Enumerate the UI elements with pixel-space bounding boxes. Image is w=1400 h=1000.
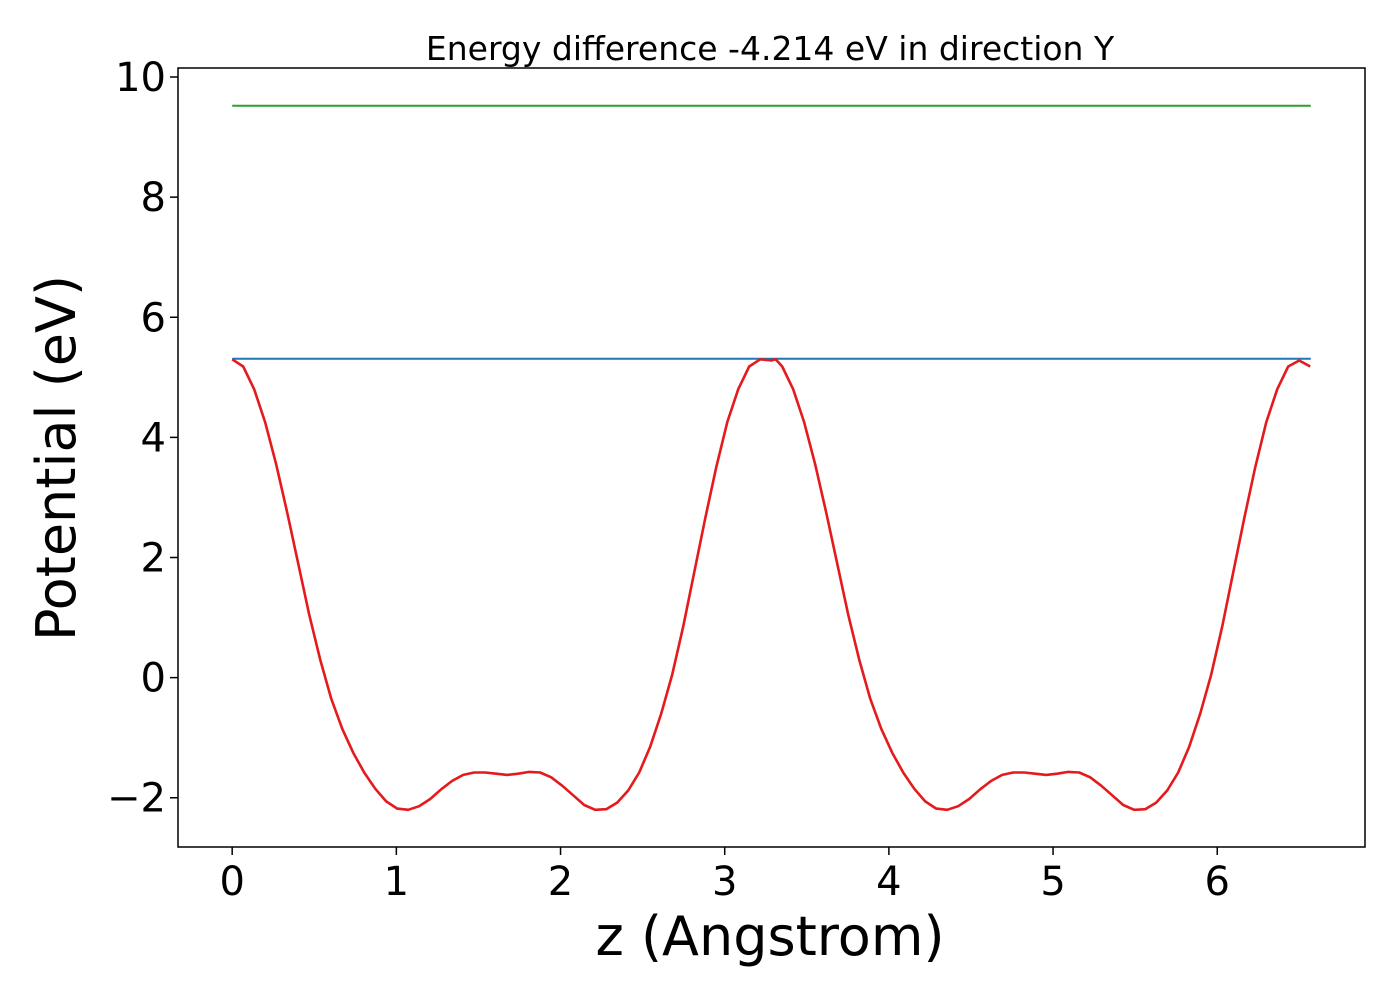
y-axis-title: Potential (eV): [25, 275, 88, 641]
plot-frame: [177, 67, 1366, 848]
x-axis-title: z (Angstrom): [595, 905, 944, 968]
x-tick-label: 1: [384, 859, 409, 905]
series-line-2: [231, 357, 1311, 812]
series-lines: [231, 104, 1311, 812]
y-tick-label: 0: [141, 656, 166, 702]
y-tick-label: 8: [141, 175, 166, 221]
y-tick-label: −2: [107, 776, 166, 822]
y-tick-label: 4: [141, 415, 166, 461]
y-tick-label: 10: [115, 55, 166, 101]
x-tick-label: 4: [876, 859, 901, 905]
y-tick-label: 2: [141, 536, 166, 582]
x-tick-label: 3: [712, 859, 737, 905]
x-tick-label: 0: [219, 859, 244, 905]
x-tick-label: 2: [548, 859, 573, 905]
x-tick-label: 6: [1205, 859, 1230, 905]
chart-title: Energy difference -4.214 eV in direction…: [426, 29, 1115, 68]
y-tick-label: 6: [141, 295, 166, 341]
x-tick-label: 5: [1040, 859, 1065, 905]
y-axis-ticks: −2 0 2 4 6 8 10: [107, 55, 178, 822]
x-axis-ticks: 0 1 2 3 4 5 6: [219, 847, 1230, 905]
